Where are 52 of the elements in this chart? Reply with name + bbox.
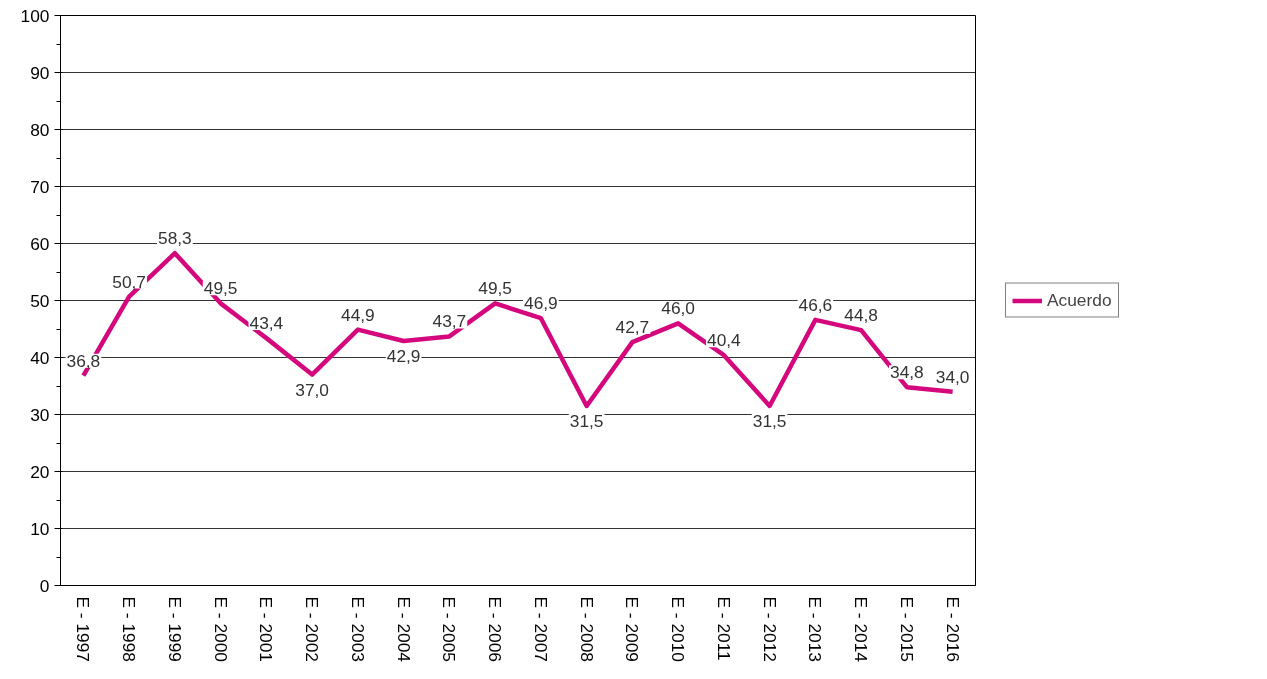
x-tick-label: E - 2009	[622, 596, 643, 663]
data-label: 36,8	[66, 350, 101, 371]
x-tick-label: E - 2007	[530, 596, 551, 663]
x-tick-label: E - 2013	[805, 596, 826, 663]
y-tick-label: 60	[30, 233, 50, 254]
data-label: 44,9	[341, 304, 375, 325]
x-tick-label: E - 2001	[256, 596, 277, 663]
x-tick-label: E - 2005	[439, 596, 460, 663]
data-label: 31,5	[752, 410, 787, 431]
data-label: 42,9	[386, 345, 421, 366]
x-tick-label: E - 2010	[668, 596, 689, 663]
x-tick-label: E - 2015	[896, 596, 917, 663]
x-tick-label: E - 2014	[851, 596, 872, 663]
data-label: 31,5	[569, 410, 604, 431]
x-tick-label: E - 2012	[759, 596, 780, 663]
data-label: 42,7	[615, 317, 650, 338]
x-tick-label: E - 2008	[576, 596, 597, 663]
y-tick-label: 20	[30, 461, 50, 482]
y-tick-label: 30	[30, 404, 50, 425]
data-label: 49,5	[203, 278, 238, 299]
x-tick-label: E - 1998	[119, 596, 140, 663]
x-tick-label: E - 2002	[302, 596, 323, 663]
data-label: 46,0	[661, 298, 695, 319]
y-tick-label: 0	[39, 575, 50, 596]
x-tick-label: E - 2004	[393, 596, 414, 663]
data-label: 34,8	[890, 362, 924, 383]
x-tick-label: E - 2011	[713, 596, 734, 661]
legend-label: Acuerdo	[1047, 289, 1112, 311]
y-tick-label: 10	[30, 518, 50, 539]
data-label: 34,0	[935, 366, 970, 387]
x-tick-label: E - 1999	[164, 596, 185, 663]
data-label: 43,4	[249, 313, 284, 334]
y-tick-label: 100	[20, 5, 50, 26]
data-label: 40,4	[707, 330, 742, 351]
x-tick-label: E - 2006	[485, 596, 506, 663]
data-label: 49,5	[478, 278, 512, 299]
data-label: 43,7	[432, 311, 467, 332]
data-label: 58,3	[158, 228, 192, 249]
y-tick-label: 80	[30, 119, 50, 140]
data-label: 44,8	[844, 305, 878, 326]
data-label: 37,0	[295, 379, 329, 400]
data-label: 46,9	[524, 293, 558, 314]
x-tick-label: E - 2000	[210, 596, 231, 663]
y-tick-label: 70	[30, 176, 50, 197]
x-tick-label: E - 2003	[347, 596, 368, 663]
y-tick-label: 40	[30, 347, 50, 368]
data-label: 50,7	[112, 271, 146, 292]
x-tick-label: E - 2016	[942, 596, 963, 663]
data-label: 46,6	[798, 294, 833, 315]
y-tick-label: 90	[30, 62, 50, 83]
y-tick-label: 50	[30, 290, 50, 311]
x-tick-label: E - 1997	[73, 596, 94, 663]
